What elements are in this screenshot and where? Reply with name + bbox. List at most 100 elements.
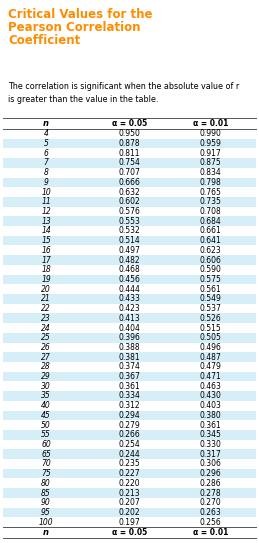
Text: 0.463: 0.463: [199, 382, 221, 391]
Text: 15: 15: [41, 236, 51, 245]
Text: 0.878: 0.878: [119, 139, 140, 148]
Text: 0.312: 0.312: [119, 401, 140, 410]
Bar: [3, 371, 256, 381]
Text: 45: 45: [41, 411, 51, 420]
Text: 75: 75: [41, 469, 51, 478]
Text: 9: 9: [44, 178, 48, 187]
Text: 19: 19: [41, 275, 51, 284]
Text: 6: 6: [44, 149, 48, 158]
Text: 0.403: 0.403: [199, 401, 221, 410]
Text: 0.456: 0.456: [119, 275, 140, 284]
Text: 0.430: 0.430: [199, 392, 221, 400]
Text: 0.244: 0.244: [119, 450, 140, 459]
Text: 0.482: 0.482: [119, 256, 140, 264]
Text: 0.950: 0.950: [119, 129, 140, 138]
Text: 0.632: 0.632: [119, 187, 140, 197]
Bar: [3, 469, 256, 478]
Text: 0.487: 0.487: [200, 352, 221, 362]
Text: 0.330: 0.330: [199, 440, 221, 449]
Text: 11: 11: [41, 197, 51, 206]
Text: 0.549: 0.549: [199, 294, 221, 304]
Text: 0.590: 0.590: [199, 266, 221, 274]
Text: 0.576: 0.576: [119, 207, 140, 216]
Text: 0.433: 0.433: [119, 294, 140, 304]
Text: 16: 16: [41, 246, 51, 255]
Text: 0.213: 0.213: [119, 489, 140, 497]
Text: 4: 4: [44, 129, 48, 138]
Text: 25: 25: [41, 333, 51, 342]
Text: 35: 35: [41, 392, 51, 400]
Text: 0.396: 0.396: [119, 333, 140, 342]
Text: 0.811: 0.811: [119, 149, 140, 158]
Text: 0.505: 0.505: [199, 333, 221, 342]
Text: 26: 26: [41, 343, 51, 352]
Text: 0.765: 0.765: [199, 187, 221, 197]
Bar: [3, 178, 256, 187]
Text: 0.306: 0.306: [199, 459, 221, 469]
Text: 0.496: 0.496: [199, 343, 221, 352]
Text: 18: 18: [41, 266, 51, 274]
Text: 0.296: 0.296: [200, 469, 221, 478]
Text: 0.227: 0.227: [119, 469, 140, 478]
Text: 0.917: 0.917: [200, 149, 221, 158]
Text: 80: 80: [41, 479, 51, 488]
Text: 0.834: 0.834: [200, 168, 221, 177]
Text: 5: 5: [44, 139, 48, 148]
Text: 23: 23: [41, 314, 51, 323]
Text: 0.294: 0.294: [119, 411, 140, 420]
Text: 24: 24: [41, 324, 51, 332]
Text: 0.708: 0.708: [200, 207, 221, 216]
Text: Pearson Correlation: Pearson Correlation: [8, 21, 140, 34]
Text: 55: 55: [41, 430, 51, 439]
Text: 0.532: 0.532: [119, 226, 140, 236]
Bar: [3, 294, 256, 304]
Text: 90: 90: [41, 498, 51, 507]
Text: 70: 70: [41, 459, 51, 469]
Text: 0.220: 0.220: [119, 479, 140, 488]
Bar: [3, 138, 256, 148]
Text: 0.990: 0.990: [199, 129, 221, 138]
Text: 0.575: 0.575: [199, 275, 221, 284]
Text: 20: 20: [41, 285, 51, 294]
Text: 0.374: 0.374: [119, 362, 140, 371]
Text: 0.754: 0.754: [119, 159, 140, 167]
Text: 0.561: 0.561: [200, 285, 221, 294]
Text: 0.263: 0.263: [200, 508, 221, 517]
Text: 0.286: 0.286: [200, 479, 221, 488]
Text: 0.423: 0.423: [119, 304, 140, 313]
Text: 14: 14: [41, 226, 51, 236]
Text: 40: 40: [41, 401, 51, 410]
Text: 0.875: 0.875: [200, 159, 221, 167]
Text: 0.270: 0.270: [200, 498, 221, 507]
Text: n: n: [43, 119, 49, 128]
Text: 0.798: 0.798: [200, 178, 221, 187]
Text: 85: 85: [41, 489, 51, 497]
Text: 50: 50: [41, 421, 51, 430]
Text: 0.468: 0.468: [119, 266, 140, 274]
Bar: [3, 430, 256, 440]
Text: 29: 29: [41, 372, 51, 381]
Text: 0.254: 0.254: [119, 440, 140, 449]
Text: 0.381: 0.381: [119, 352, 140, 362]
Text: 60: 60: [41, 440, 51, 449]
Text: 30: 30: [41, 382, 51, 391]
Bar: [3, 236, 256, 245]
Text: 0.514: 0.514: [119, 236, 140, 245]
Text: 7: 7: [44, 159, 48, 167]
Text: 8: 8: [44, 168, 48, 177]
Bar: [3, 216, 256, 226]
Text: 0.334: 0.334: [119, 392, 140, 400]
Text: 0.707: 0.707: [119, 168, 140, 177]
Text: 0.279: 0.279: [119, 421, 140, 430]
Text: α = 0.01: α = 0.01: [193, 119, 228, 128]
Text: 0.444: 0.444: [119, 285, 140, 294]
Text: 0.367: 0.367: [119, 372, 140, 381]
Text: 0.602: 0.602: [119, 197, 140, 206]
Text: 17: 17: [41, 256, 51, 264]
Bar: [3, 275, 256, 285]
Text: 0.388: 0.388: [119, 343, 140, 352]
Text: 0.479: 0.479: [199, 362, 221, 371]
Text: 0.553: 0.553: [119, 217, 140, 226]
Text: 0.345: 0.345: [199, 430, 221, 439]
Text: 0.361: 0.361: [119, 382, 140, 391]
